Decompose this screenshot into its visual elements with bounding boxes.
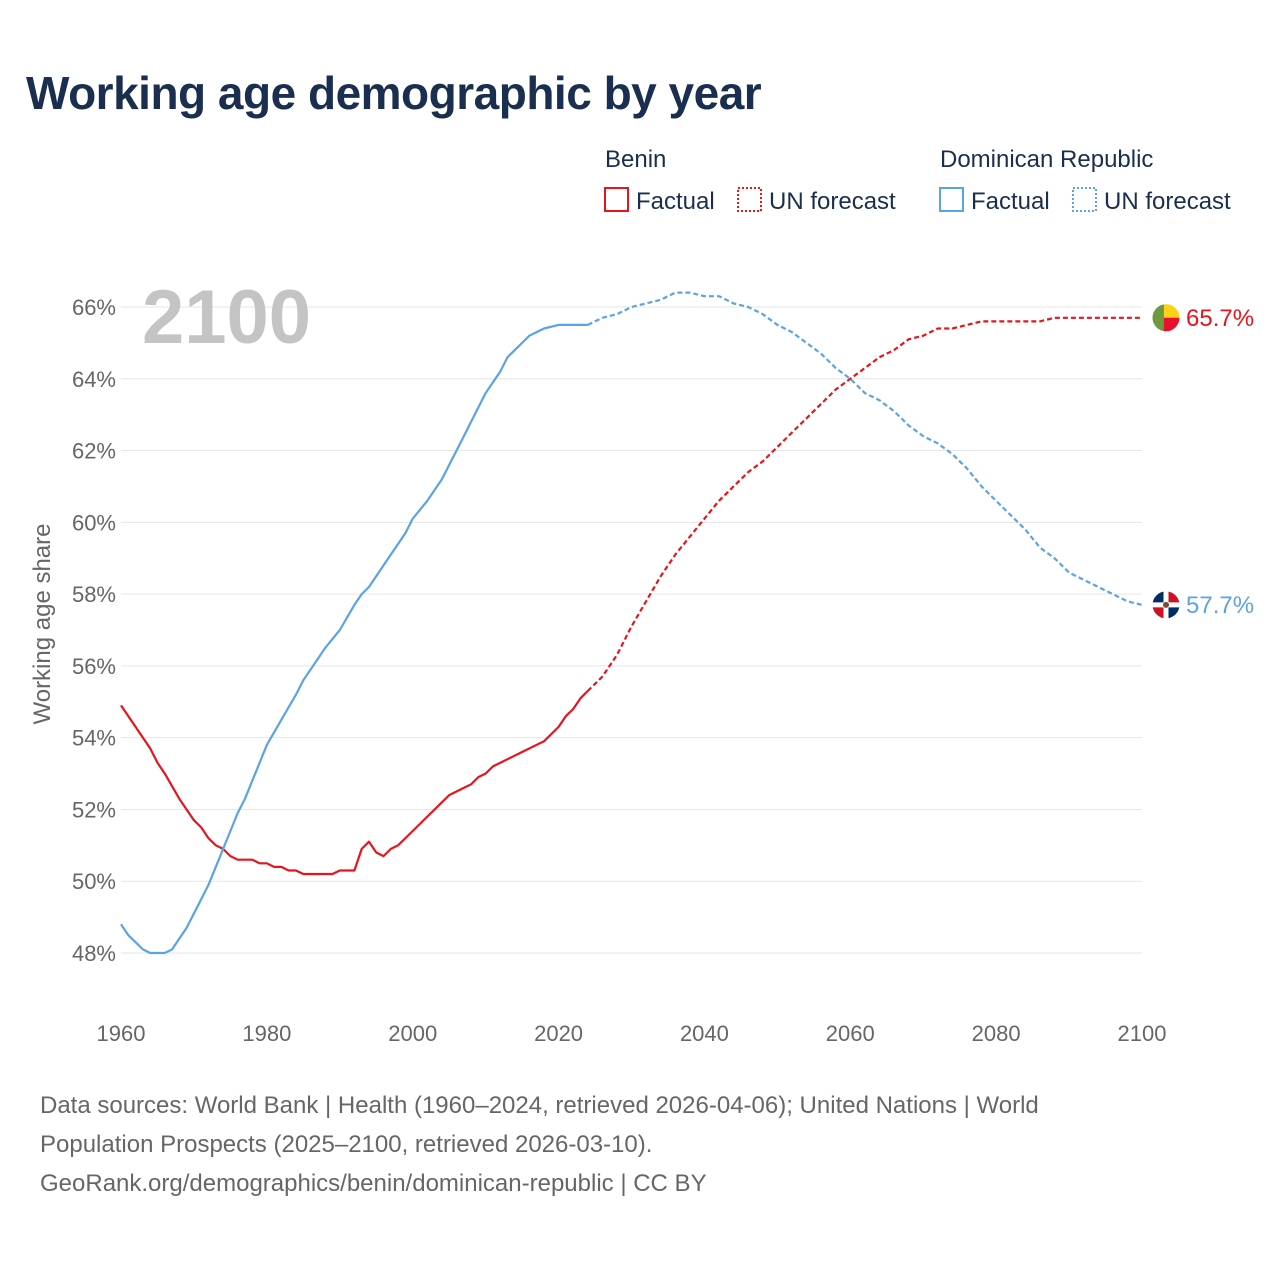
y-tick-label: 62% [72, 439, 116, 464]
x-tick-label: 2080 [972, 1021, 1021, 1046]
footer-attribution-link[interactable]: GeoRank.org/demographics/benin/dominican… [40, 1170, 707, 1197]
chart-title: Working age demographic by year [26, 67, 762, 119]
legend-swatch-factual [604, 187, 629, 212]
legend-label-factual: Factual [636, 188, 715, 215]
legend-label-forecast: UN forecast [1104, 188, 1231, 215]
y-tick-label: 48% [72, 941, 116, 966]
x-tick-label: 2040 [680, 1021, 729, 1046]
x-tick-label: 2100 [1118, 1021, 1167, 1046]
legend-swatch-forecast [1072, 187, 1097, 212]
legend-group-title: Benin [605, 146, 666, 173]
benin-factual-line [120, 690, 589, 876]
dominican-republic-end-value-label: 57.7% [1186, 592, 1254, 619]
legend-swatch-factual [939, 187, 964, 212]
x-tick-label: 2060 [826, 1021, 875, 1046]
legend-label-forecast: UN forecast [769, 188, 896, 215]
y-tick-label: 50% [72, 869, 116, 894]
axes: 48% 50% 52% 54% 56% 58% 60% 62% 64% 66% 1960 1980 20… [72, 295, 1167, 1046]
y-tick-label: 52% [72, 797, 116, 822]
endpoints: 65.7% 57.7% [1151, 303, 1254, 620]
series [120, 291, 1143, 955]
y-tick-label: 56% [72, 654, 116, 679]
benin-forecast-line [586, 316, 1142, 692]
footer-sources-line2: Population Prospects (2025–2100, retriev… [40, 1131, 653, 1158]
gridlines [121, 306, 1142, 954]
legend-swatch-forecast [737, 187, 762, 212]
legend-group-benin[interactable]: Benin Factual UN forecast [604, 146, 896, 215]
y-tick-label: 64% [72, 367, 116, 392]
y-tick-label: 60% [72, 510, 116, 535]
dominican-republic-forecast-line [587, 291, 1143, 606]
footer-sources-line1: Data sources: World Bank | Health (1960–… [40, 1092, 1039, 1119]
footer: Data sources: World Bank | Health (1960–… [40, 1086, 1190, 1203]
dominican-republic-factual-line [120, 323, 588, 955]
x-tick-label: 1960 [97, 1021, 146, 1046]
legend-label-factual: Factual [971, 188, 1050, 215]
year-watermark: 2100 [142, 275, 311, 360]
benin-end-value-label: 65.7% [1186, 305, 1254, 332]
benin-flag-icon [1151, 303, 1181, 333]
legend-group-title: Dominican Republic [940, 146, 1153, 173]
x-tick-label: 2020 [534, 1021, 583, 1046]
y-tick-label: 54% [72, 726, 116, 751]
y-tick-label: 66% [72, 295, 116, 320]
dominican-republic-flag-icon [1151, 590, 1181, 620]
legend-group-dominican-republic[interactable]: Dominican Republic Factual UN forecast [939, 146, 1231, 215]
x-tick-label: 2000 [388, 1021, 437, 1046]
y-tick-label: 58% [72, 582, 116, 607]
y-axis-title: Working age share [29, 524, 56, 725]
x-tick-label: 1980 [242, 1021, 291, 1046]
